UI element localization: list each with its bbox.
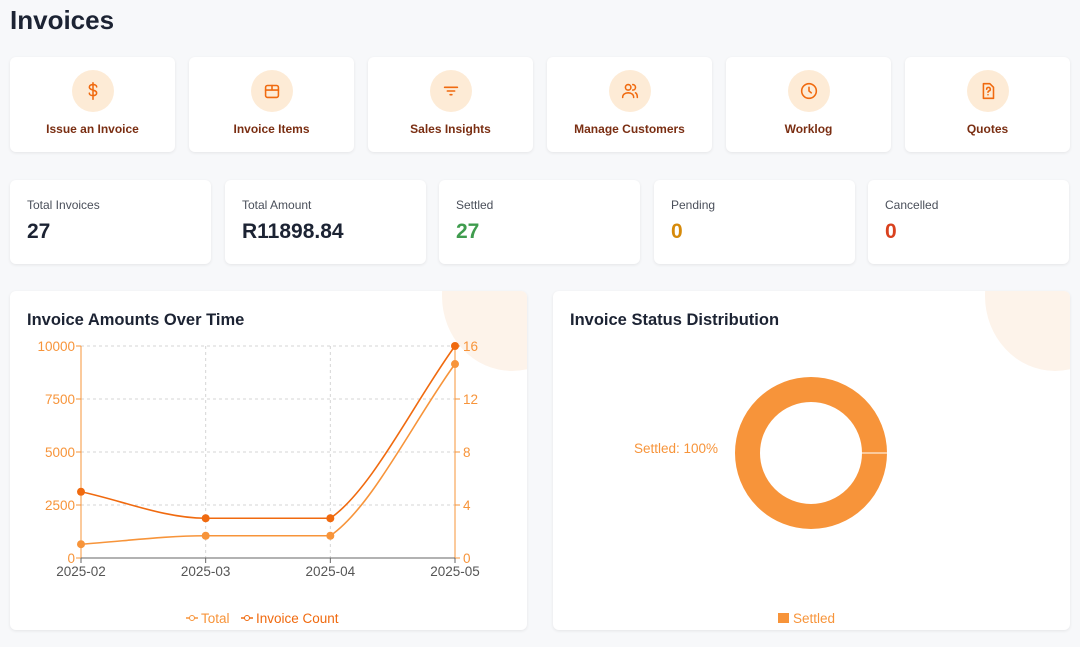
series-line-invoice-count — [80, 345, 456, 520]
x-tick-label: 2025-05 — [430, 564, 480, 579]
file-question-icon — [967, 70, 1009, 112]
stat-card: Pending 0 — [654, 180, 855, 264]
action-label: Invoice Items — [233, 122, 310, 136]
y-left-tick-label: 0 — [67, 551, 75, 566]
legend-label: Settled — [793, 611, 835, 626]
data-point — [201, 531, 210, 540]
chart-title: Invoice Amounts Over Time — [27, 311, 245, 329]
y-right-tick-label: 12 — [463, 392, 478, 407]
y-right-tick-label: 4 — [463, 498, 471, 513]
action-label: Worklog — [784, 122, 833, 136]
chart-title: Invoice Status Distribution — [570, 311, 780, 329]
invoice-amounts-chart-card: Invoice Amounts Over Time 0 2500 5000 7500 1… — [10, 291, 527, 630]
action-label: Issue an Invoice — [46, 122, 139, 136]
stat-card: Total Invoices 27 — [10, 180, 211, 264]
data-point — [201, 514, 210, 523]
y-right-tick-label: 0 — [463, 551, 471, 566]
x-tick-label: 2025-02 — [56, 564, 106, 579]
series-line-total — [80, 363, 456, 546]
slice-label: Settled: 100% — [634, 441, 718, 456]
stat-card: Settled 27 — [439, 180, 640, 264]
x-tick-label: 2025-03 — [181, 564, 231, 579]
y-left-tick-label: 5000 — [45, 445, 75, 460]
stat-card: Cancelled 0 — [868, 180, 1069, 264]
donut-slice-settled — [735, 377, 887, 529]
action-label: Manage Customers — [574, 122, 685, 136]
page-title: Invoices — [10, 5, 115, 35]
action-sales-insights-button[interactable]: Sales Insights — [368, 57, 533, 152]
y-right-tick-label: 8 — [463, 445, 471, 460]
legend-marker — [244, 615, 250, 621]
stat-label: Pending — [671, 198, 716, 212]
data-point — [451, 360, 459, 369]
action-manage-customers-button[interactable]: Manage Customers — [547, 57, 712, 152]
legend-label: Total — [201, 611, 230, 626]
legend-label: Invoice Count — [256, 611, 339, 626]
y-left-tick-label: 7500 — [45, 392, 75, 407]
data-point — [77, 487, 85, 496]
stat-label: Total Invoices — [27, 198, 100, 212]
donut-chart: Settled: 100% Settled — [634, 377, 887, 626]
stat-label: Settled — [456, 198, 494, 212]
users-icon — [609, 70, 651, 112]
package-icon — [251, 70, 293, 112]
data-point — [326, 514, 335, 523]
stat-label: Cancelled — [885, 198, 939, 212]
stat-value: 0 — [885, 220, 897, 243]
line-chart: 0 2500 5000 7500 10000 0 4 8 12 16 2025-02 2025-03 2… — [37, 339, 480, 626]
stat-label: Total Amount — [242, 198, 312, 212]
stat-value: R11898.84 — [242, 220, 344, 243]
clock-icon — [788, 70, 830, 112]
stat-value: 27 — [456, 220, 480, 243]
action-invoice-items-button[interactable]: Invoice Items — [189, 57, 354, 152]
legend-swatch — [778, 613, 789, 623]
stat-value: 0 — [671, 220, 683, 243]
action-label: Sales Insights — [410, 122, 491, 136]
y-left-tick-label: 10000 — [37, 339, 75, 354]
action-issue-an-invoice-button[interactable]: Issue an Invoice — [10, 57, 175, 152]
data-point — [326, 531, 335, 540]
filter-icon — [430, 70, 472, 112]
status-distribution-chart-card: Invoice Status Distribution Settled: 100… — [553, 291, 1070, 630]
action-quotes-button[interactable]: Quotes — [905, 57, 1070, 152]
stat-card: Total Amount R11898.84 — [225, 180, 426, 264]
legend-marker — [189, 615, 195, 621]
x-tick-label: 2025-04 — [306, 564, 356, 579]
action-label: Quotes — [966, 122, 1009, 136]
data-point — [77, 540, 85, 549]
stat-value: 27 — [27, 220, 51, 243]
dollar-icon — [72, 70, 114, 112]
action-worklog-button[interactable]: Worklog — [726, 57, 891, 152]
y-right-tick-label: 16 — [463, 339, 478, 354]
data-point — [451, 342, 459, 350]
y-left-tick-label: 2500 — [45, 498, 75, 513]
